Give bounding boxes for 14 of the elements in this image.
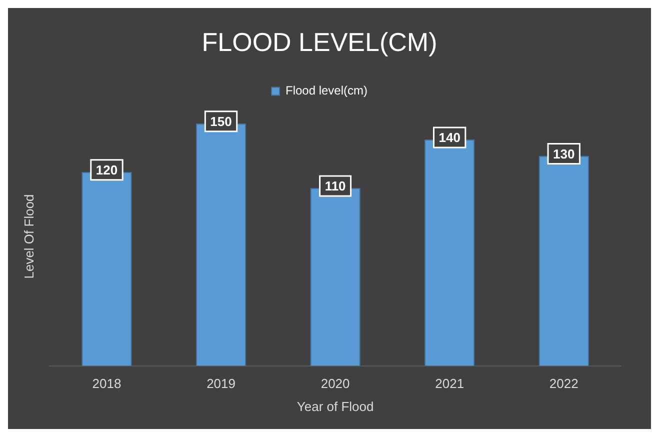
data-label: 130 <box>553 146 575 162</box>
x-tick-label: 2022 <box>549 376 578 392</box>
data-label: 150 <box>210 114 232 129</box>
data-label: 140 <box>438 130 460 146</box>
x-tick-label: 2018 <box>92 376 122 392</box>
data-label: 120 <box>96 162 118 178</box>
x-tick-label: 2019 <box>206 376 236 392</box>
x-tick-label: 2021 <box>435 376 464 392</box>
x-axis-title: Year of Flood <box>296 398 374 414</box>
data-label: 110 <box>324 178 346 194</box>
chart-title: FLOOD LEVEL(CM) <box>202 26 438 57</box>
legend-label: Flood level(cm) <box>285 84 368 98</box>
y-axis-title: Level Of Flood <box>21 194 36 279</box>
x-tick-label: 2020 <box>320 376 350 392</box>
